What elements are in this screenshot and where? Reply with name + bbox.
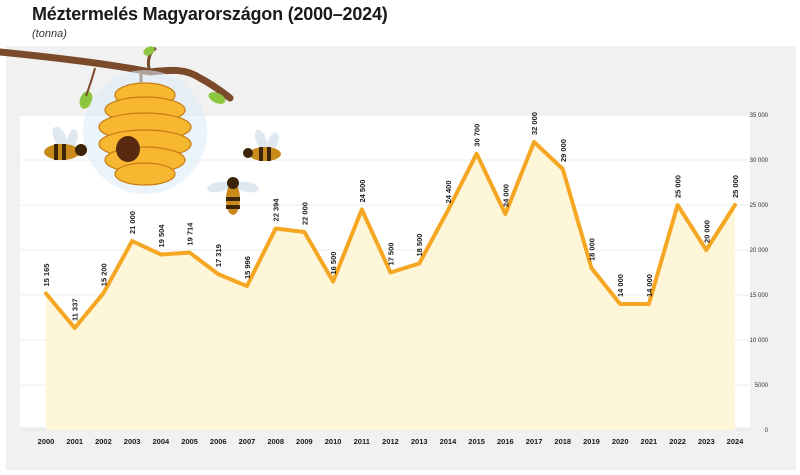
x-tick-label: 2018	[554, 437, 571, 446]
x-tick-label: 2005	[181, 437, 198, 446]
data-label: 14 000	[645, 274, 654, 297]
x-tick-label: 2003	[124, 437, 141, 446]
bee-icon	[44, 126, 87, 160]
x-tick-label: 2001	[66, 437, 83, 446]
bee-icon	[243, 129, 281, 161]
data-label: 15 165	[42, 264, 51, 287]
x-tick-label: 2020	[612, 437, 629, 446]
data-label: 30 700	[473, 124, 482, 147]
data-label: 14 000	[616, 274, 625, 297]
x-tick-label: 2008	[267, 437, 284, 446]
y-tick-label: 35 000	[750, 113, 769, 119]
data-label: 19 504	[157, 224, 166, 248]
x-tick-label: 2006	[210, 437, 227, 446]
x-axis-ticks: 2000 2001 2002 2003 2004 2005 2006 2007 2008 2009…	[38, 437, 745, 446]
x-tick-label: 2011	[354, 437, 370, 446]
x-tick-label: 2007	[239, 437, 256, 446]
y-tick-label: 25 000	[750, 203, 769, 209]
x-tick-label: 2017	[526, 437, 543, 446]
y-tick-label: 5000	[755, 383, 769, 389]
x-tick-label: 2004	[152, 437, 170, 446]
data-label: 22 000	[300, 202, 309, 225]
data-label: 18 000	[587, 238, 596, 261]
data-label: 11 337	[71, 298, 80, 321]
chart-title: Méztermelés Magyarországon (2000–2024)	[32, 4, 388, 24]
area-fill	[46, 142, 735, 430]
data-label: 15 996	[243, 256, 252, 279]
data-label: 32 000	[530, 112, 539, 135]
x-tick-label: 2023	[698, 437, 715, 446]
x-tick-label: 2009	[296, 437, 313, 446]
beehive-icon	[83, 70, 207, 194]
y-tick-label: 10 000	[750, 338, 769, 344]
data-label: 16 500	[329, 252, 338, 275]
data-label: 20 000	[702, 220, 711, 243]
y-tick-label: 20 000	[750, 248, 769, 254]
data-label: 18 500	[415, 234, 424, 257]
series-line	[44, 140, 737, 330]
bee-icon	[207, 177, 259, 215]
x-tick-label: 2002	[95, 437, 112, 446]
data-label: 17 500	[387, 243, 396, 266]
data-label: 22 394	[272, 198, 281, 222]
data-label: 25 000	[674, 175, 683, 198]
data-label: 24 500	[358, 180, 367, 203]
x-tick-label: 2022	[669, 437, 686, 446]
data-label: 15 200	[99, 263, 108, 286]
x-tick-label: 2019	[583, 437, 600, 446]
y-tick-label: 15 000	[750, 293, 769, 299]
x-tick-label: 2024	[727, 437, 745, 446]
x-tick-label: 2021	[641, 437, 658, 446]
data-label: 21 000	[128, 211, 137, 234]
data-label: 24 000	[501, 184, 510, 207]
chart-subtitle: (tonna)	[32, 28, 67, 40]
x-tick-label: 2000	[38, 437, 55, 446]
x-tick-label: 2012	[382, 437, 399, 446]
branch-icon	[0, 46, 234, 109]
data-label: 29 000	[559, 139, 568, 162]
data-label: 25 000	[731, 175, 740, 198]
data-labels: 15 165 11 337 15 200 21 000 19 504 19 714 17 3…	[42, 112, 740, 321]
data-label: 17 319	[214, 244, 223, 267]
y-tick-label: 30 000	[750, 158, 769, 164]
x-tick-label: 2015	[468, 437, 485, 446]
x-tick-label: 2016	[497, 437, 514, 446]
data-label: 24 400	[444, 180, 453, 203]
x-tick-label: 2010	[325, 437, 342, 446]
x-tick-label: 2014	[440, 437, 458, 446]
data-label: 19 714	[186, 222, 195, 246]
y-axis-ticks: 0 5000 10 000 15 000 20 000 25 000 30 000 35 00…	[750, 113, 769, 434]
x-tick-label: 2013	[411, 437, 428, 446]
y-tick-label: 0	[765, 428, 769, 434]
